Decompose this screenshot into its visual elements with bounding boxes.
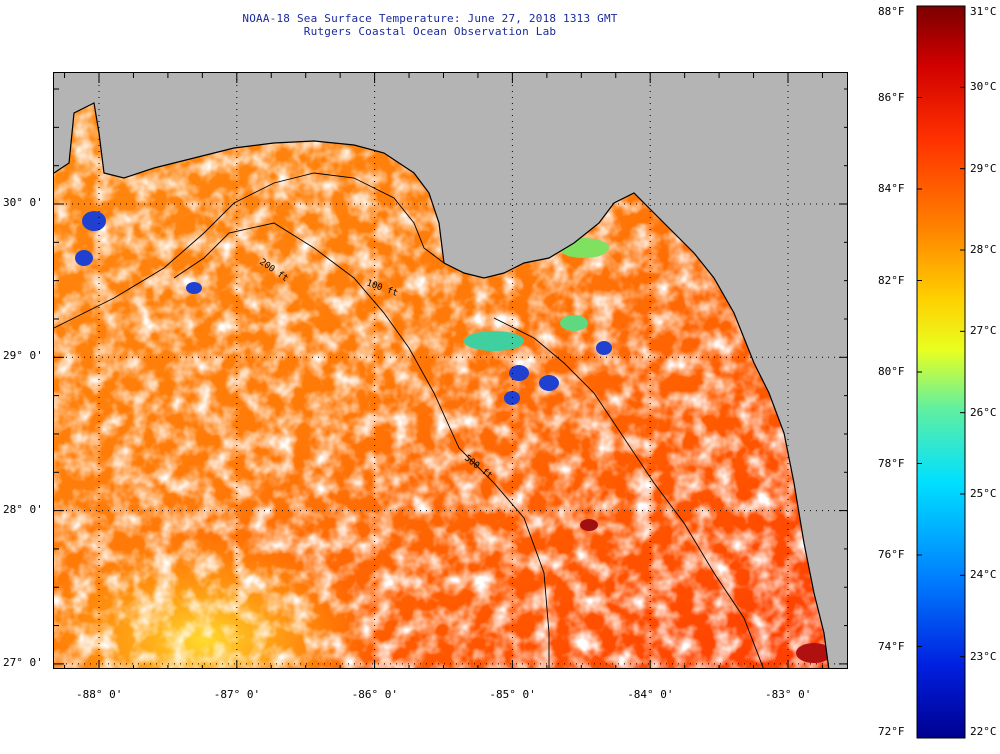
isobaths xyxy=(54,172,764,668)
title-line-2: Rutgers Coastal Ocean Observation Lab xyxy=(303,25,557,38)
celsius-label: 29°C xyxy=(970,161,997,175)
color-scale-bar xyxy=(916,5,966,739)
axis-ticks xyxy=(54,73,847,668)
fahrenheit-label: 86°F xyxy=(878,90,905,104)
longitude-label: -83° 0' xyxy=(765,688,812,701)
celsius-label: 30°C xyxy=(970,80,997,94)
sst-map: 200 ft 100 ft 500 ft xyxy=(53,72,848,669)
celsius-label: 26°C xyxy=(970,405,997,419)
fahrenheit-label: 80°F xyxy=(878,365,905,378)
fahrenheit-label: 78°F xyxy=(878,456,905,470)
fahrenheit-label: 76°F xyxy=(878,548,905,561)
graticule xyxy=(54,73,847,668)
land xyxy=(54,73,847,668)
latitude-label: 29° 0' xyxy=(3,349,43,363)
cold-patches xyxy=(75,211,832,663)
fahrenheit-label: 82°F xyxy=(878,273,905,287)
celsius-label: 28°C xyxy=(970,243,997,256)
fahrenheit-label: 72°F xyxy=(878,725,905,738)
longitude-label: -88° 0' xyxy=(76,688,123,701)
latitude-label: 28° 0' xyxy=(3,502,43,516)
celsius-label: 22°C xyxy=(970,725,997,738)
longitude-label: -84° 0' xyxy=(627,688,674,701)
latitude-label: 30° 0' xyxy=(3,196,43,209)
fahrenheit-label: 88°F xyxy=(878,5,905,18)
celsius-label: 24°C xyxy=(970,568,997,582)
longitude-label: -85° 0' xyxy=(489,688,536,701)
celsius-label: 27°C xyxy=(970,324,997,338)
longitude-label: -86° 0' xyxy=(351,688,398,701)
celsius-label: 31°C xyxy=(970,5,997,18)
color-scale-ticks xyxy=(917,5,965,739)
color-scale xyxy=(916,5,966,739)
celsius-label: 25°C xyxy=(970,487,997,500)
latitude-label: 27° 0' xyxy=(3,655,43,669)
fahrenheit-label: 74°F xyxy=(878,639,905,653)
celsius-label: 23°C xyxy=(970,649,997,663)
fahrenheit-label: 84°F xyxy=(878,182,905,195)
title-line-1: NOAA-18 Sea Surface Temperature: June 27… xyxy=(242,12,618,25)
longitude-label: -87° 0' xyxy=(213,688,261,701)
sst-map-canvas: 200 ft 100 ft 500 ft xyxy=(54,73,847,668)
